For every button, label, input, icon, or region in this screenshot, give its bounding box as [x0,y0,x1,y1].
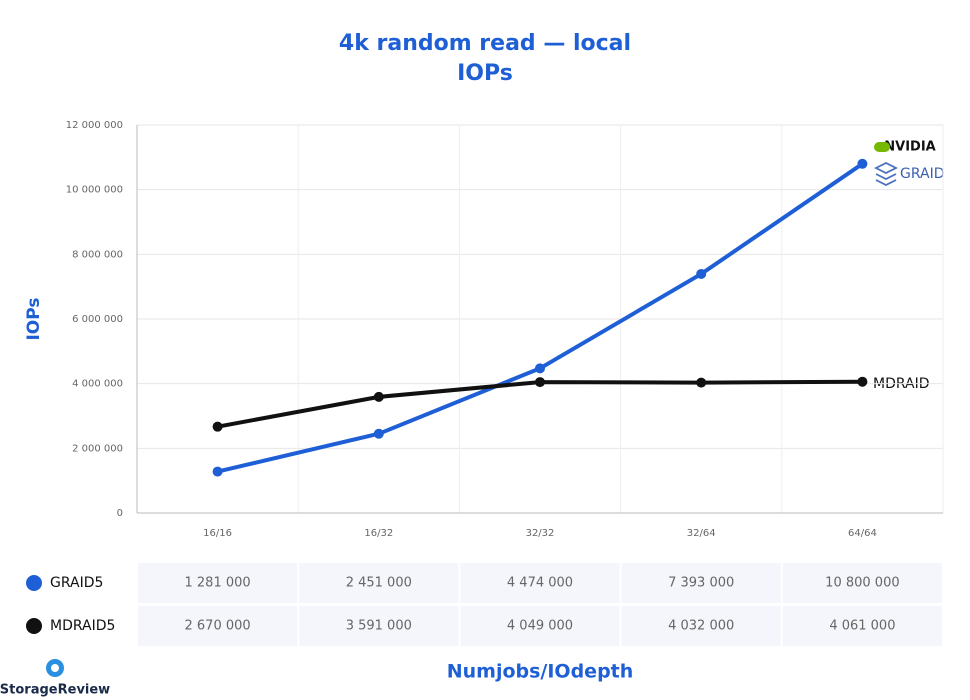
x-tick-label: 16/32 [364,528,393,539]
point [857,158,868,169]
chart-subtitle: IOPs [457,61,513,86]
table-cell [138,606,298,646]
point [373,428,384,439]
table-value: 4 061 000 [829,619,895,634]
legend-dot [26,618,42,634]
y-axis-label: IOPs [24,297,44,340]
chart-title: 4k random read — local [339,31,631,56]
table-cell [782,606,942,646]
y-tick-label: 10 000 000 [66,185,123,196]
point [857,376,868,387]
x-tick-label: 32/64 [687,528,716,539]
table-value: 2 451 000 [346,576,412,591]
x-tick-label: 16/16 [203,528,232,539]
nvidia-logo: NVIDIA [884,140,935,155]
x-tick-label: 64/64 [848,528,877,539]
y-tick-label: 4 000 000 [72,379,123,390]
brand-icon-inner [51,664,59,672]
table-cell [138,563,298,603]
table-value: 4 474 000 [507,576,573,591]
point [212,421,223,432]
table-cell [460,606,620,646]
table-cell [299,563,459,603]
x-tick-label: 32/32 [526,528,555,539]
y-tick-label: 6 000 000 [72,314,123,325]
graid-icon [873,161,899,187]
table-value: 3 591 000 [346,619,412,634]
x-axis-label: Numjobs/IOdepth [447,661,634,683]
y-tick-label: 12 000 000 [66,120,123,131]
legend-dot [26,575,42,591]
table-value: 7 393 000 [668,576,734,591]
table-cell [460,563,620,603]
y-tick-label: 2 000 000 [72,443,123,454]
series-line [217,162,864,474]
table-value: 2 670 000 [185,619,251,634]
table-value: 1 281 000 [185,576,251,591]
brand: StorageReview [0,683,110,698]
table-value: 10 800 000 [825,576,899,591]
point [535,363,545,374]
table-cell [621,563,781,603]
y-tick-label: 0 [117,508,123,519]
table-value: 4 032 000 [668,619,734,634]
point [696,377,707,388]
point [696,268,707,279]
table-cell [621,606,781,646]
point [535,377,545,388]
table-value: 4 049 000 [507,619,573,634]
legend-label: MDRAID5 [50,618,115,634]
point [373,391,384,402]
table-cell [782,563,942,603]
graid-logo: GRAID [900,166,945,182]
nvidia-icon [874,142,890,152]
series-line [217,379,863,429]
table-cell [299,606,459,646]
point [212,466,223,477]
legend-label: GRAID5 [50,575,103,591]
y-tick-label: 8 000 000 [72,249,123,260]
